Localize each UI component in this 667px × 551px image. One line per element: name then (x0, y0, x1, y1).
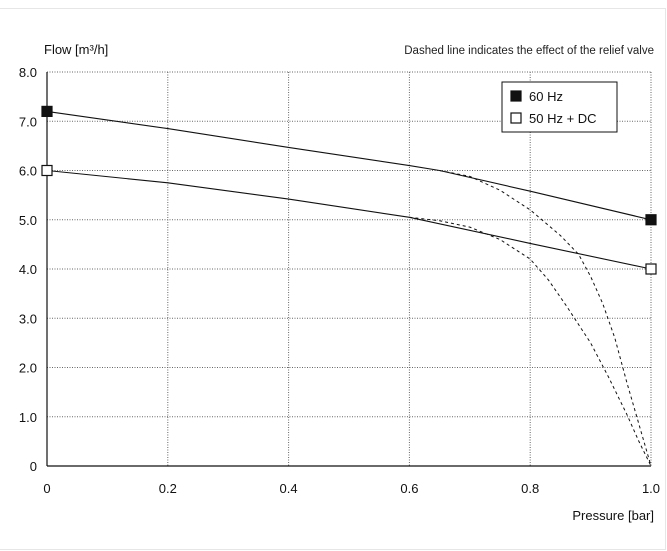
legend-box (501, 81, 618, 133)
x-tick-label: 0.4 (280, 481, 298, 496)
series-line-2 (46, 169, 652, 270)
relief-valve-line-2 (409, 216, 652, 467)
y-tick-label: 8.0 (19, 65, 37, 80)
y-tick-label: 7.0 (19, 114, 37, 129)
series-line-1 (46, 110, 652, 221)
legend-marker-filled-square (510, 90, 522, 102)
marker-filled-square (41, 105, 53, 118)
y-tick-label: 6.0 (19, 164, 37, 179)
x-tick-label: 0.2 (159, 481, 177, 496)
x-axis-title: Pressure [bar] (572, 508, 654, 523)
x-tick-label: 1.0 (642, 481, 660, 496)
legend-label: 50 Hz + DC (529, 111, 597, 126)
y-tick-label: 1.0 (19, 410, 37, 425)
axes (46, 72, 651, 467)
y-tick-label: 3.0 (19, 311, 37, 326)
legend-marker-open-square (510, 112, 522, 124)
marker-filled-square (645, 214, 657, 226)
x-tick-label: 0.8 (521, 481, 539, 496)
marker-open-square (41, 164, 53, 177)
y-tick-label: 5.0 (19, 213, 37, 228)
series-layer (41, 105, 657, 467)
marker-open-square (645, 263, 657, 275)
legend: 60 Hz 50 Hz + DC (501, 81, 618, 133)
y-tick-label: 0 (30, 459, 37, 474)
y-axis-title: Flow [m³/h] (44, 42, 108, 57)
y-tick-label: 4.0 (19, 262, 37, 277)
legend-label: 60 Hz (529, 89, 563, 104)
x-tick-label: 0.6 (400, 481, 418, 496)
y-tick-label: 2.0 (19, 361, 37, 376)
x-tick-label: 0 (43, 481, 50, 496)
chart-note: Dashed line indicates the effect of the … (404, 45, 654, 57)
tick-labels: 0 1.0 2.0 3.0 4.0 5.0 6.0 7.0 8.0 0 0.2 0.4 0.6 0.8 1.… (19, 65, 660, 496)
